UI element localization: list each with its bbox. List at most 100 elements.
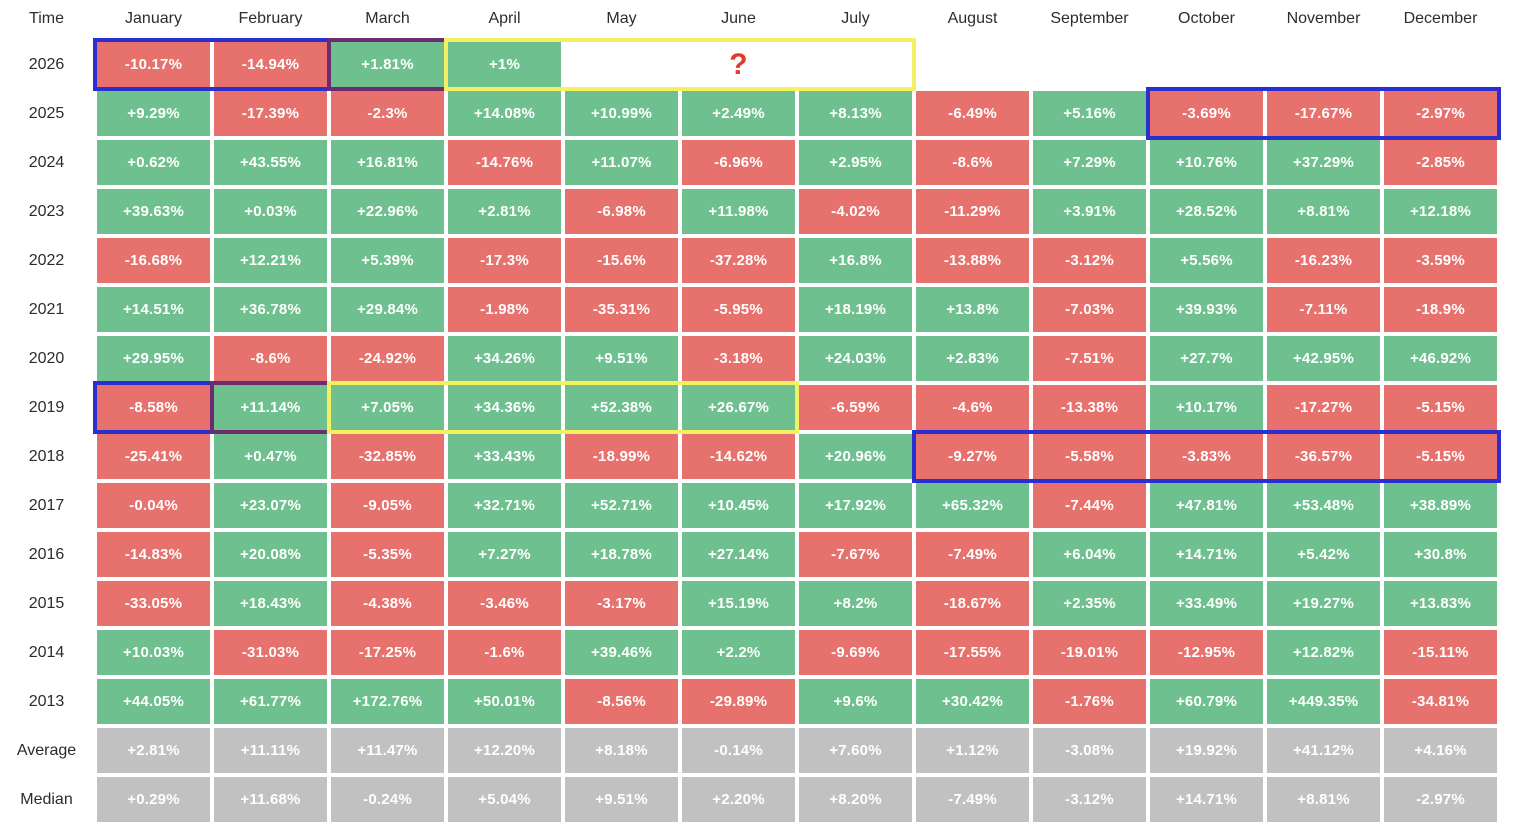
cell-2024-march: +16.81%	[331, 140, 444, 185]
cell-2024-may: +11.07%	[565, 140, 678, 185]
cell-2017-january: -0.04%	[97, 483, 210, 528]
cell-2023-june: +11.98%	[682, 189, 795, 234]
cell-2022-july: +16.8%	[799, 238, 912, 283]
question-mark: ?	[729, 47, 748, 81]
column-header-october: October	[1178, 10, 1235, 27]
column-header-december: December	[1403, 10, 1478, 27]
cell-2020-april: +34.26%	[448, 336, 561, 381]
row-label-2014: 2014	[28, 643, 65, 661]
column-header-june: June	[721, 10, 756, 27]
cell-2019-may: +52.38%	[565, 385, 678, 430]
cell-2024-october: +10.76%	[1150, 140, 1263, 185]
cell-2021-february: +36.78%	[214, 287, 327, 332]
row-label-2025: 2025	[28, 104, 65, 122]
cell-2023-july: -4.02%	[799, 189, 912, 234]
cell-2018-november: -36.57%	[1267, 434, 1380, 479]
cell-2017-september: -7.44%	[1033, 483, 1146, 528]
cell-average-may: +8.18%	[565, 728, 678, 773]
cell-2018-march: -32.85%	[331, 434, 444, 479]
cell-2019-september: -13.38%	[1033, 385, 1146, 430]
column-header-september: September	[1050, 10, 1129, 27]
cell-2017-november: +53.48%	[1267, 483, 1380, 528]
cell-2017-march: -9.05%	[331, 483, 444, 528]
cell-2016-january: -14.83%	[97, 532, 210, 577]
unknown-months-cell: ?	[565, 42, 912, 87]
cell-average-february: +11.11%	[214, 728, 327, 773]
cell-median-january: +0.29%	[97, 777, 210, 822]
cell-2018-april: +33.43%	[448, 434, 561, 479]
cell-median-august: -7.49%	[916, 777, 1029, 822]
cell-2022-february: +12.21%	[214, 238, 327, 283]
cell-2025-february: -17.39%	[214, 91, 327, 136]
cell-2016-november: +5.42%	[1267, 532, 1380, 577]
cell-median-november: +8.81%	[1267, 777, 1380, 822]
row-label-2019: 2019	[28, 398, 65, 416]
cell-2019-november: -17.27%	[1267, 385, 1380, 430]
cell-2013-january: +44.05%	[97, 679, 210, 724]
cell-2022-june: -37.28%	[682, 238, 795, 283]
cell-2013-december: -34.81%	[1384, 679, 1497, 724]
cell-2017-june: +10.45%	[682, 483, 795, 528]
cell-2019-april: +34.36%	[448, 385, 561, 430]
cell-median-september: -3.12%	[1033, 777, 1146, 822]
cell-2017-april: +32.71%	[448, 483, 561, 528]
cell-average-november: +41.12%	[1267, 728, 1380, 773]
cell-2019-march: +7.05%	[331, 385, 444, 430]
cell-2024-august: -8.6%	[916, 140, 1029, 185]
cell-2014-october: -12.95%	[1150, 630, 1263, 675]
cell-2016-july: -7.67%	[799, 532, 912, 577]
cell-2025-november: -17.67%	[1267, 91, 1380, 136]
cell-2013-may: -8.56%	[565, 679, 678, 724]
cell-2022-august: -13.88%	[916, 238, 1029, 283]
cell-2014-november: +12.82%	[1267, 630, 1380, 675]
cell-2022-january: -16.68%	[97, 238, 210, 283]
cell-2016-march: -5.35%	[331, 532, 444, 577]
cell-2013-september: -1.76%	[1033, 679, 1146, 724]
row-label-median: Median	[20, 790, 73, 808]
cell-2021-december: -18.9%	[1384, 287, 1497, 332]
cell-2020-july: +24.03%	[799, 336, 912, 381]
cell-2018-february: +0.47%	[214, 434, 327, 479]
row-label-2013: 2013	[28, 692, 65, 710]
cell-2023-october: +28.52%	[1150, 189, 1263, 234]
cell-2014-january: +10.03%	[97, 630, 210, 675]
cell-average-december: +4.16%	[1384, 728, 1497, 773]
cell-2024-june: -6.96%	[682, 140, 795, 185]
cell-2016-may: +18.78%	[565, 532, 678, 577]
cell-2017-december: +38.89%	[1384, 483, 1497, 528]
cell-2022-october: +5.56%	[1150, 238, 1263, 283]
cell-2022-december: -3.59%	[1384, 238, 1497, 283]
cell-2020-february: -8.6%	[214, 336, 327, 381]
cell-2021-january: +14.51%	[97, 287, 210, 332]
cell-2020-march: -24.92%	[331, 336, 444, 381]
cell-2017-july: +17.92%	[799, 483, 912, 528]
cell-average-march: +11.47%	[331, 728, 444, 773]
blank-cell	[1033, 42, 1146, 87]
row-label-2020: 2020	[28, 349, 65, 367]
cell-2020-august: +2.83%	[916, 336, 1029, 381]
cell-2023-february: +0.03%	[214, 189, 327, 234]
blank-cell	[1384, 42, 1497, 87]
cell-2022-november: -16.23%	[1267, 238, 1380, 283]
cell-2016-february: +20.08%	[214, 532, 327, 577]
cell-2021-june: -5.95%	[682, 287, 795, 332]
cell-average-october: +19.92%	[1150, 728, 1263, 773]
cell-2015-july: +8.2%	[799, 581, 912, 626]
cell-average-january: +2.81%	[97, 728, 210, 773]
blank-cell	[1267, 42, 1380, 87]
cell-2016-august: -7.49%	[916, 532, 1029, 577]
cell-2024-november: +37.29%	[1267, 140, 1380, 185]
cell-2015-september: +2.35%	[1033, 581, 1146, 626]
cell-2015-april: -3.46%	[448, 581, 561, 626]
column-header-november: November	[1286, 10, 1361, 27]
column-header-may: May	[606, 10, 637, 27]
cell-median-october: +14.71%	[1150, 777, 1263, 822]
cell-2024-january: +0.62%	[97, 140, 210, 185]
cell-2024-september: +7.29%	[1033, 140, 1146, 185]
cell-average-august: +1.12%	[916, 728, 1029, 773]
cell-2021-november: -7.11%	[1267, 287, 1380, 332]
cell-2013-october: +60.79%	[1150, 679, 1263, 724]
cell-2024-april: -14.76%	[448, 140, 561, 185]
cell-2025-july: +8.13%	[799, 91, 912, 136]
cell-2021-may: -35.31%	[565, 287, 678, 332]
